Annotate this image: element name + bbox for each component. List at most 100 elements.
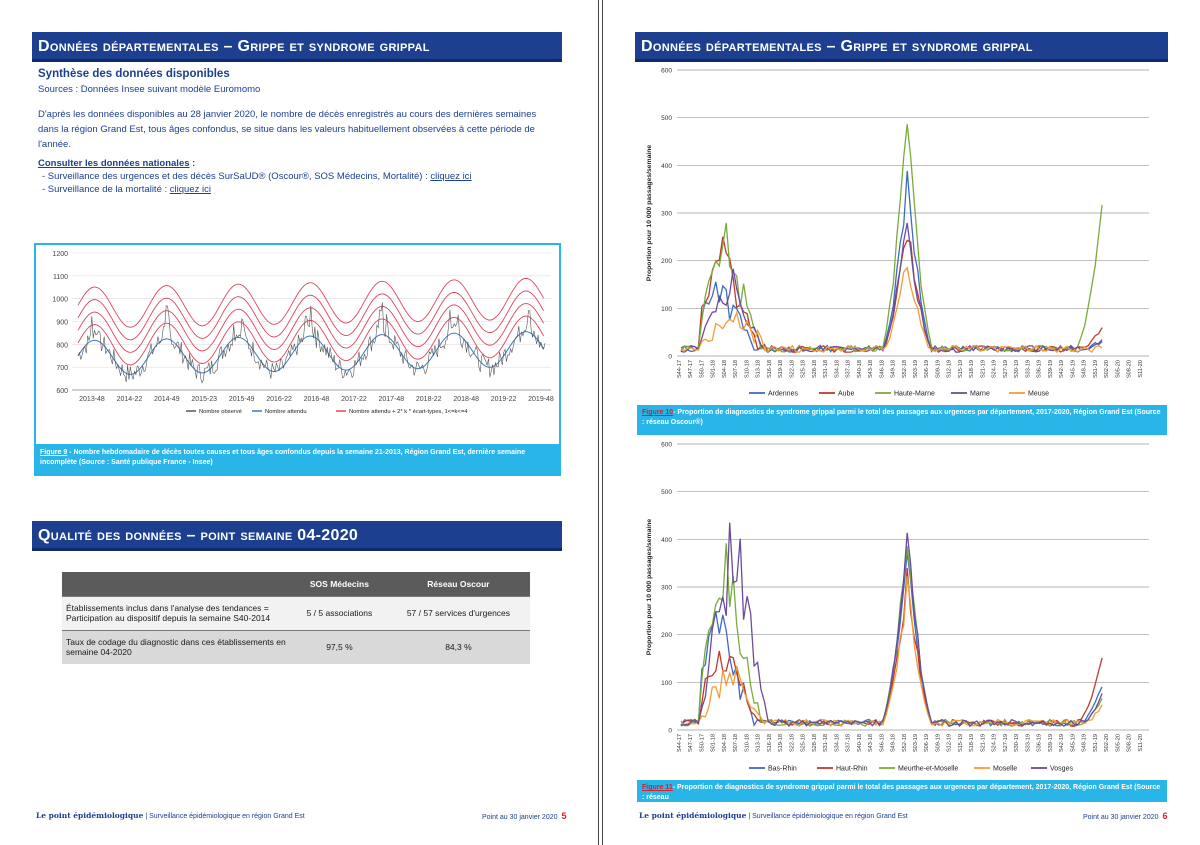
x-tick-label: S08-20 xyxy=(1127,360,1133,378)
page-divider xyxy=(598,0,603,845)
page-number: 6 xyxy=(1162,811,1168,821)
figure-9-label: Figure 9 xyxy=(40,449,68,456)
page-banner: Données départementales – Grippe et synd… xyxy=(32,32,562,62)
x-tick-label: S15-19 xyxy=(958,734,964,752)
footer-brand: Le point épidémiologique xyxy=(639,811,747,820)
figure-11-caption: Figure 11- Proportion de diagnostics de … xyxy=(637,780,1167,802)
threshold-band-line xyxy=(77,315,544,366)
x-tick-label: S27-19 xyxy=(1003,360,1009,378)
synthesis-title: Synthèse des données disponibles xyxy=(38,68,230,80)
x-tick-label: S12-19 xyxy=(947,360,953,378)
link-cliquez-ici-sursaud[interactable]: cliquez ici xyxy=(430,171,472,182)
quality-table-header: SOS Médecins Réseau Oscour xyxy=(62,572,530,596)
y-tick-label: 300 xyxy=(661,211,672,218)
row-label: Taux de codage du diagnostic dans ces ét… xyxy=(62,629,292,664)
x-tick-label: S19-18 xyxy=(778,734,784,752)
x-tick-label: S33-19 xyxy=(1025,360,1031,378)
row-label: Établissements inclus dans l'analyse des… xyxy=(62,595,292,630)
series-line xyxy=(680,266,1103,354)
x-tick-label: 2015-23 xyxy=(191,396,217,403)
x-tick-label: S46-18 xyxy=(879,360,885,378)
x-tick-label: S37-18 xyxy=(846,734,852,752)
x-tick-label: 2015-49 xyxy=(229,396,255,403)
y-tick-label: 1000 xyxy=(52,297,68,304)
x-tick-label: S44-17 xyxy=(677,360,683,378)
x-tick-label: S36-19 xyxy=(1037,734,1043,752)
x-tick-label: S10-18 xyxy=(744,734,750,752)
x-tick-label: S11-20 xyxy=(1138,734,1144,752)
x-tick-label: S07-18 xyxy=(733,734,739,752)
x-tick-label: 2014-22 xyxy=(117,396,143,403)
y-tick-label: 800 xyxy=(56,342,68,349)
figure-10-chart: 0 100 200 300 400 500 600 Proportion pour 10 00… xyxy=(646,68,1149,398)
link-cliquez-ici-mortalite[interactable]: cliquez ici xyxy=(169,184,211,195)
x-tick-label: S21-19 xyxy=(980,734,986,752)
footer-right: Point au 30 janvier 2020 5 xyxy=(482,811,567,821)
x-tick-label: 2018-48 xyxy=(453,396,479,403)
cell-value: 57 / 57 services d'urgences xyxy=(386,595,530,630)
y-tick-label: 600 xyxy=(56,388,68,395)
figure-11-caption-text: - Proportion de diagnostics de syndrome … xyxy=(642,784,1161,801)
legend-label: Aube xyxy=(838,391,854,398)
x-tick-label: S44-17 xyxy=(677,734,683,752)
x-tick-label: S31-18 xyxy=(823,360,829,378)
x-tick-label: S07-18 xyxy=(733,360,739,378)
x-tick-label: S02-20 xyxy=(1104,360,1110,378)
y-tick-label: 600 xyxy=(661,68,672,75)
x-tick-label: S24-19 xyxy=(992,734,998,752)
y-tick-label: 600 xyxy=(661,442,672,449)
header-empty xyxy=(62,572,292,596)
x-tick-label: S30-19 xyxy=(1014,734,1020,752)
legend-label: Marne xyxy=(970,391,990,398)
x-tick-label: S31-18 xyxy=(823,734,829,752)
figure-11-label: Figure 11 xyxy=(642,784,673,791)
y-tick-label: 0 xyxy=(668,354,672,361)
x-tick-label: S13-18 xyxy=(756,734,762,752)
x-tick-label: S04-18 xyxy=(722,360,728,378)
x-tick-label: 2016-48 xyxy=(304,396,330,403)
x-tick-label: S16-18 xyxy=(767,360,773,378)
footer-subtitle: | Surveillance épidémiologique en région… xyxy=(143,813,305,820)
x-tick-label: S24-19 xyxy=(992,360,998,378)
threshold-band-line xyxy=(77,290,544,341)
x-tick-label: S06-19 xyxy=(924,734,930,752)
x-tick-label: S51-19 xyxy=(1093,734,1099,752)
x-tick-label: S03-19 xyxy=(913,734,919,752)
y-tick-label: 200 xyxy=(661,258,672,265)
x-tick-label: S09-19 xyxy=(935,360,941,378)
x-tick-label: 2016-22 xyxy=(266,396,292,403)
x-tick-label: S47-17 xyxy=(688,360,694,378)
y-tick-label: 0 xyxy=(668,728,672,735)
x-tick-label: S52-18 xyxy=(902,360,908,378)
x-tick-label: S34-18 xyxy=(834,360,840,378)
series-line xyxy=(680,552,1103,727)
figure-9-chart: 600 700 800 900 1000 1100 1200 2013-48 2014-22 20… xyxy=(52,251,554,415)
x-tick-label: S52-18 xyxy=(902,734,908,752)
page-6: Données départementales – Grippe et synd… xyxy=(603,0,1200,845)
quality-table: SOS Médecins Réseau Oscour Établissement… xyxy=(62,572,530,664)
x-tick-label: S12-19 xyxy=(947,734,953,752)
x-tick-label: S04-18 xyxy=(722,734,728,752)
y-tick-label: 900 xyxy=(56,320,68,327)
x-tick-label: S33-19 xyxy=(1025,734,1031,752)
x-tick-label: 2017-22 xyxy=(341,396,367,403)
x-tick-label: S43-18 xyxy=(868,734,874,752)
footer-left: Le point épidémiologique | Surveillance … xyxy=(36,811,305,820)
x-tick-label: S15-19 xyxy=(958,360,964,378)
y-tick-label: 100 xyxy=(661,306,672,313)
consult-heading: Consulter les données nationales : xyxy=(38,158,195,169)
x-tick-label: S48-19 xyxy=(1082,360,1088,378)
legend-label: Bas-Rhin xyxy=(768,766,797,773)
y-axis-label: Proportion pour 10 000 passages/semaine xyxy=(646,145,653,282)
x-tick-label: S13-18 xyxy=(756,360,762,378)
y-tick-label: 1100 xyxy=(53,274,68,281)
legend-label: Vosges xyxy=(1050,766,1073,773)
page-number: 5 xyxy=(561,811,567,821)
legend-label: Moselle xyxy=(993,766,1017,773)
legend-label: Nombre attendu xyxy=(265,409,307,415)
y-tick-label: 100 xyxy=(661,680,672,687)
quality-banner: Qualité des données – point semaine 04-2… xyxy=(32,521,562,551)
header-reseau-oscour: Réseau Oscour xyxy=(386,572,530,596)
x-tick-label: S08-20 xyxy=(1127,734,1133,752)
series-line xyxy=(680,222,1103,354)
